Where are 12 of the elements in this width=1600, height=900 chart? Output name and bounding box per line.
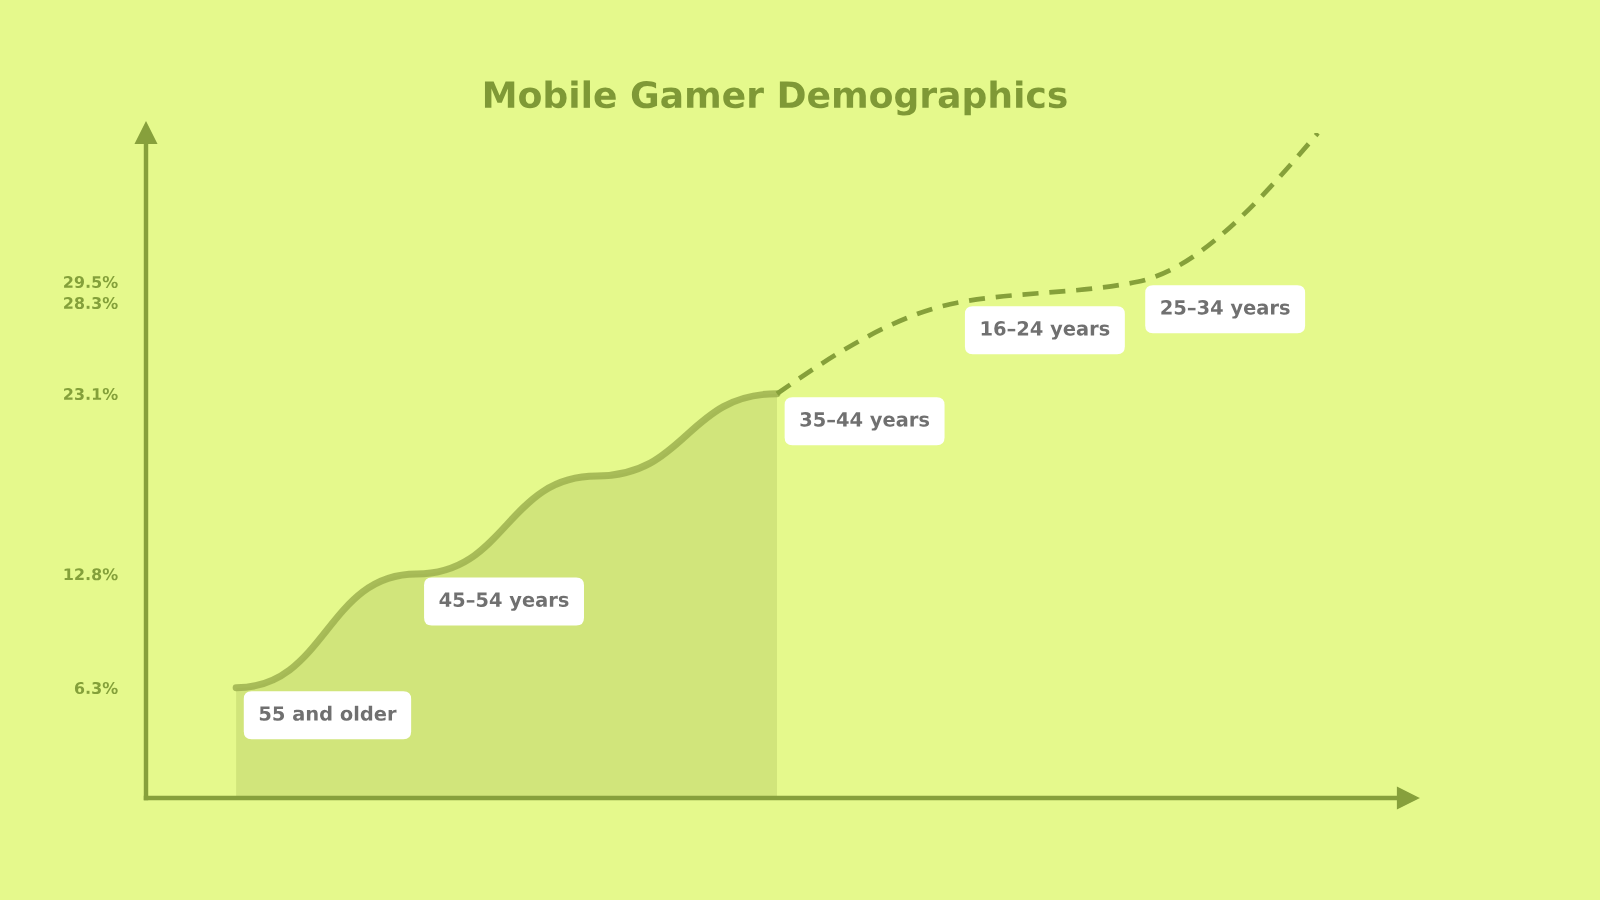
y-tick-label: 29.5%	[64, 275, 118, 289]
chart-title: Mobile Gamer Demographics	[484, 80, 1067, 116]
annotation: 45–54 years	[439, 592, 569, 611]
annotation: 16–24 years	[981, 321, 1110, 340]
y-tick-label: 28.3%	[64, 296, 118, 310]
y-tick-label: 6.3%	[74, 681, 118, 695]
annotation: 25–34 years	[1161, 300, 1290, 319]
y-tick-label: 12.8%	[64, 568, 118, 581]
y-tick-label: 23.1%	[64, 387, 118, 401]
line-series	[774, 133, 1321, 397]
annotation: 35–44 years	[800, 412, 930, 431]
annotation: 55 and older	[259, 705, 397, 721]
